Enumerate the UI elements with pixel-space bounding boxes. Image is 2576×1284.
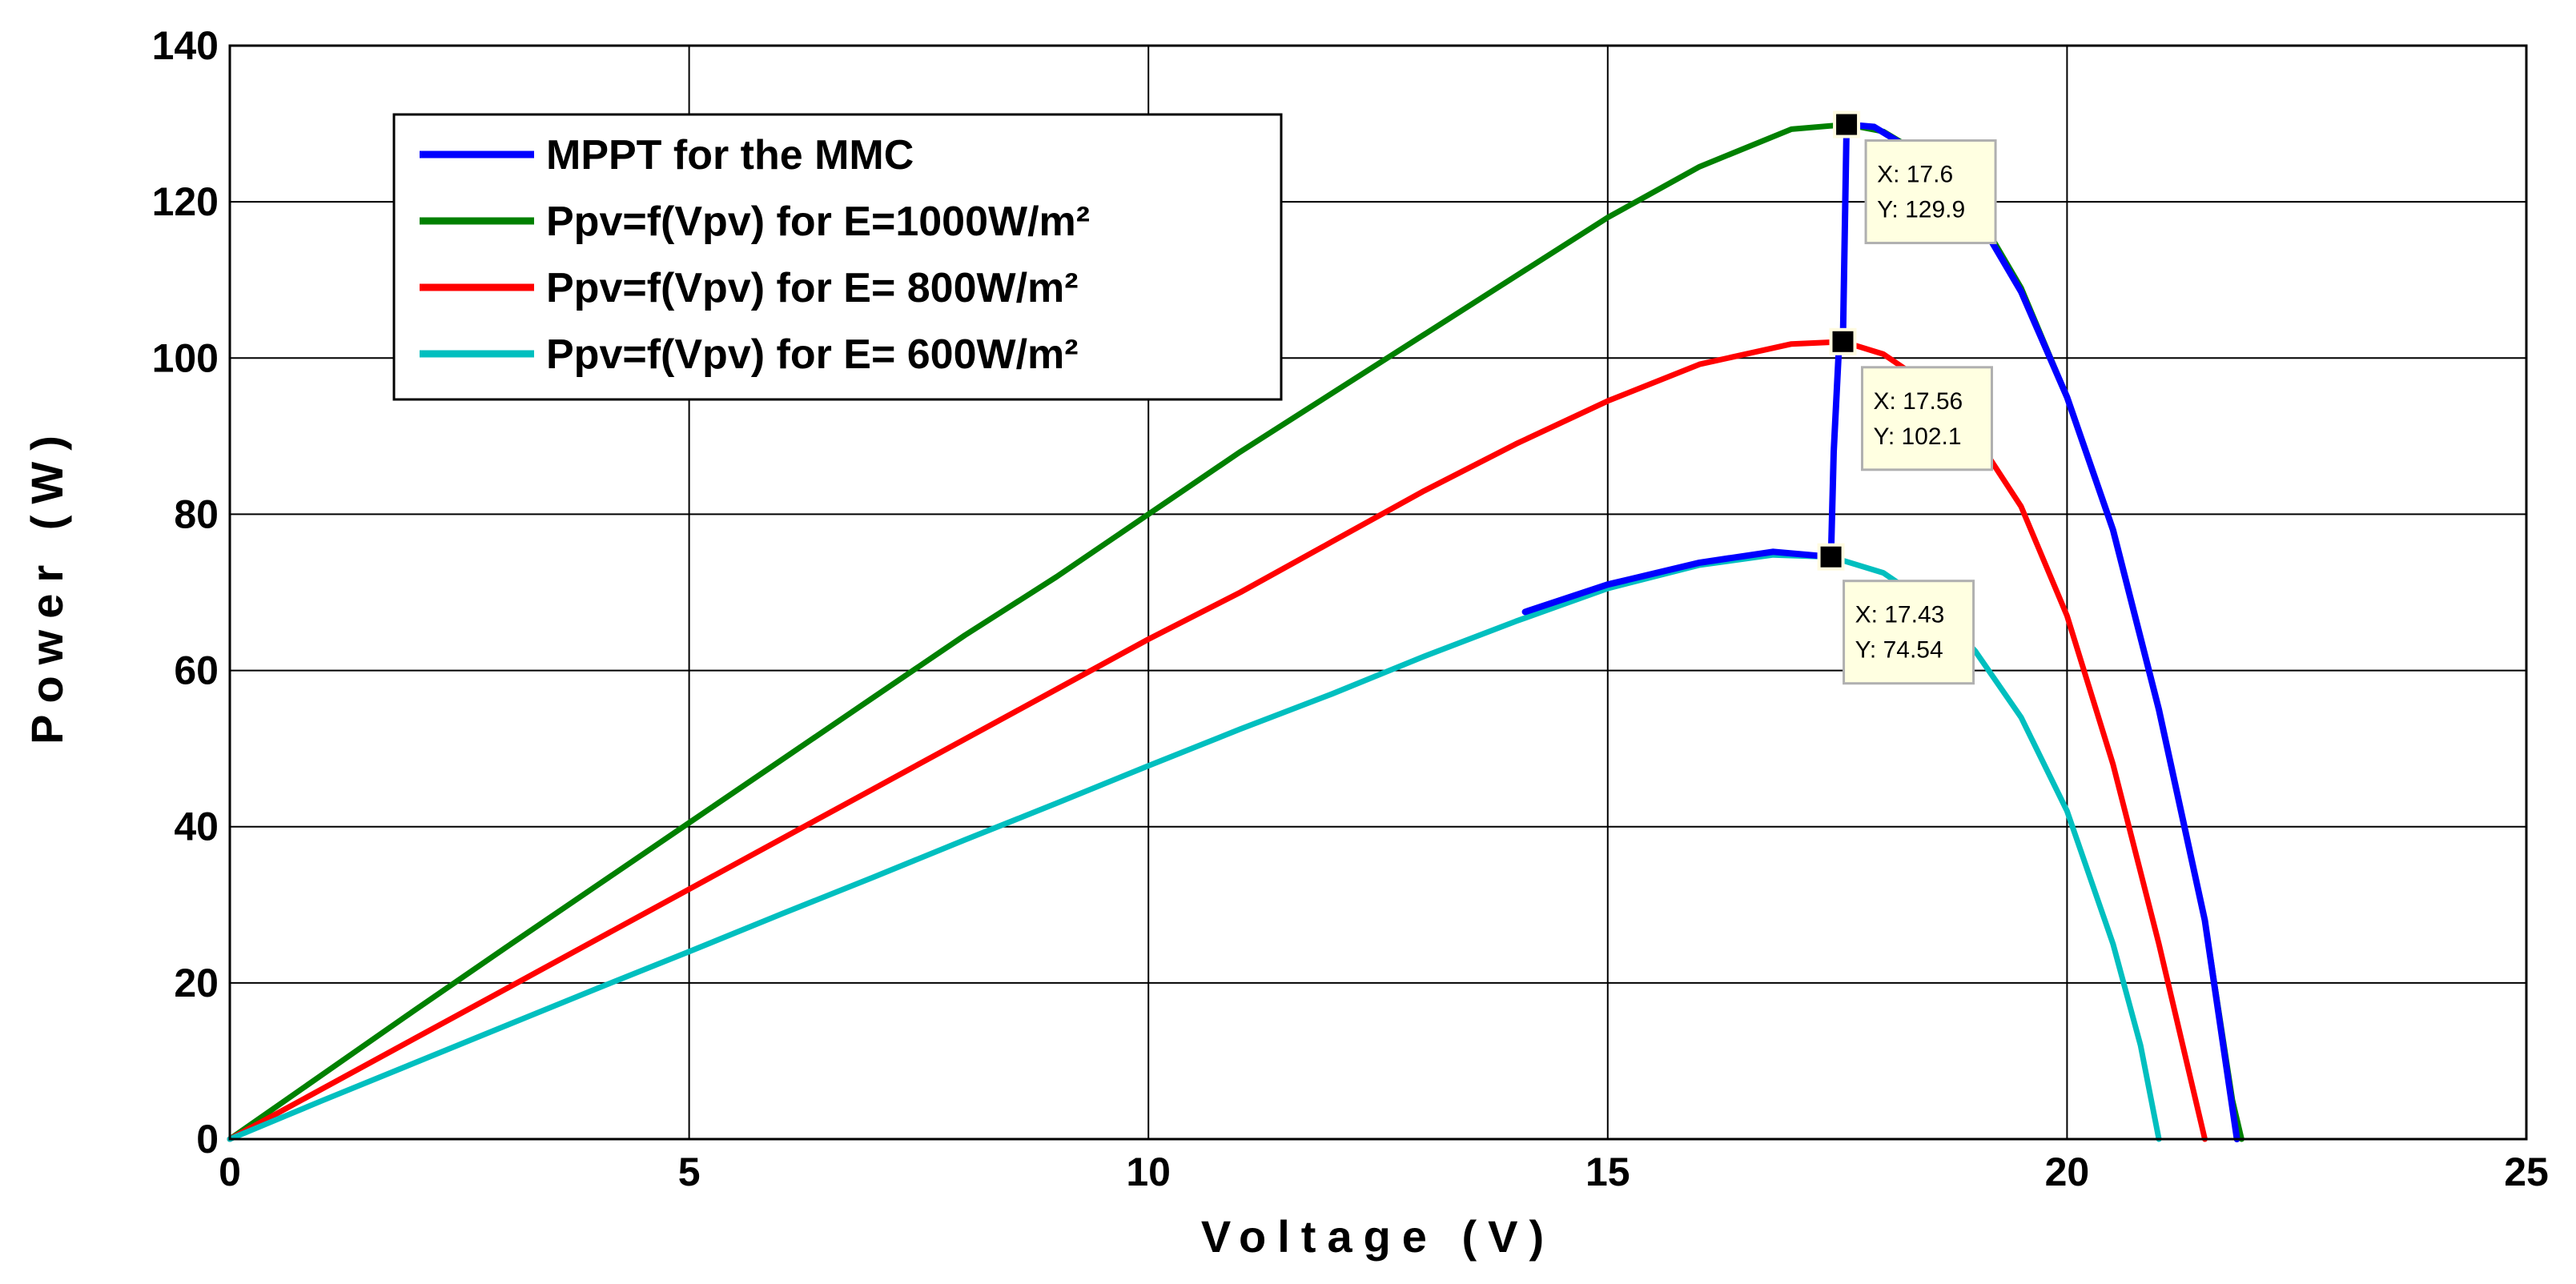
- y-axis-label: Power (W): [22, 424, 72, 744]
- y-tick-label: 0: [196, 1117, 219, 1162]
- data-tip-box: [1864, 139, 1997, 245]
- data-tip-y: Y: 102.1: [1873, 423, 1961, 450]
- y-tick-label: 20: [174, 961, 219, 1005]
- legend-entry-label: Ppv=f(Vpv) for E= 800W/m²: [546, 265, 1079, 311]
- data-tip-box: [1843, 580, 1975, 685]
- data-tips: X: 17.6 Y: 129.9 X: 17.56 Y: 102.1 X: 17.43 Y…: [1817, 110, 1997, 685]
- data-tip-box: [1860, 366, 1993, 471]
- x-tick-label: 0: [219, 1150, 241, 1194]
- legend-entry-label: Ppv=f(Vpv) for E=1000W/m²: [546, 199, 1090, 245]
- x-tick-label: 25: [2504, 1150, 2549, 1194]
- data-tip-marker: [1829, 327, 1857, 355]
- plot-frame: [228, 44, 2528, 1141]
- data-tip-x: X: 17.56: [1873, 388, 1963, 415]
- x-tick-label: 5: [678, 1150, 701, 1194]
- x-tick-label: 10: [1126, 1150, 1171, 1194]
- legend: MPPT for the MMC Ppv=f(Vpv) for E=1000W/m…: [392, 113, 1283, 401]
- data-tip-y: Y: 74.54: [1855, 637, 1943, 664]
- legend-entry-label: Ppv=f(Vpv) for E= 600W/m²: [546, 331, 1079, 378]
- data-tip-marker: [1817, 543, 1845, 571]
- data-tip-x: X: 17.6: [1877, 162, 1953, 188]
- y-tick-label: 40: [174, 805, 219, 849]
- data-tip-marker: [1833, 110, 1861, 138]
- y-tick-label: 60: [174, 648, 219, 693]
- x-tick-label: 15: [1585, 1150, 1630, 1194]
- x-axis-label: Voltage (V): [1201, 1211, 1555, 1262]
- tick-labels: 0 5 10 15 20 25 0 20 40 60 80 100 120 140: [152, 23, 2549, 1194]
- y-tick-label: 140: [152, 23, 219, 68]
- data-tip-x: X: 17.43: [1855, 602, 1945, 628]
- y-tick-label: 100: [152, 335, 219, 380]
- series-line-3: [227, 552, 2162, 1142]
- series-line-2: [227, 339, 2208, 1142]
- legend-box: [392, 113, 1283, 401]
- data-tip-y: Y: 129.9: [1877, 197, 1965, 223]
- legend-entry-label: MPPT for the MMC: [546, 132, 914, 179]
- x-tick-label: 20: [2045, 1150, 2090, 1194]
- y-tick-label: 120: [152, 179, 219, 224]
- y-tick-label: 80: [174, 492, 219, 536]
